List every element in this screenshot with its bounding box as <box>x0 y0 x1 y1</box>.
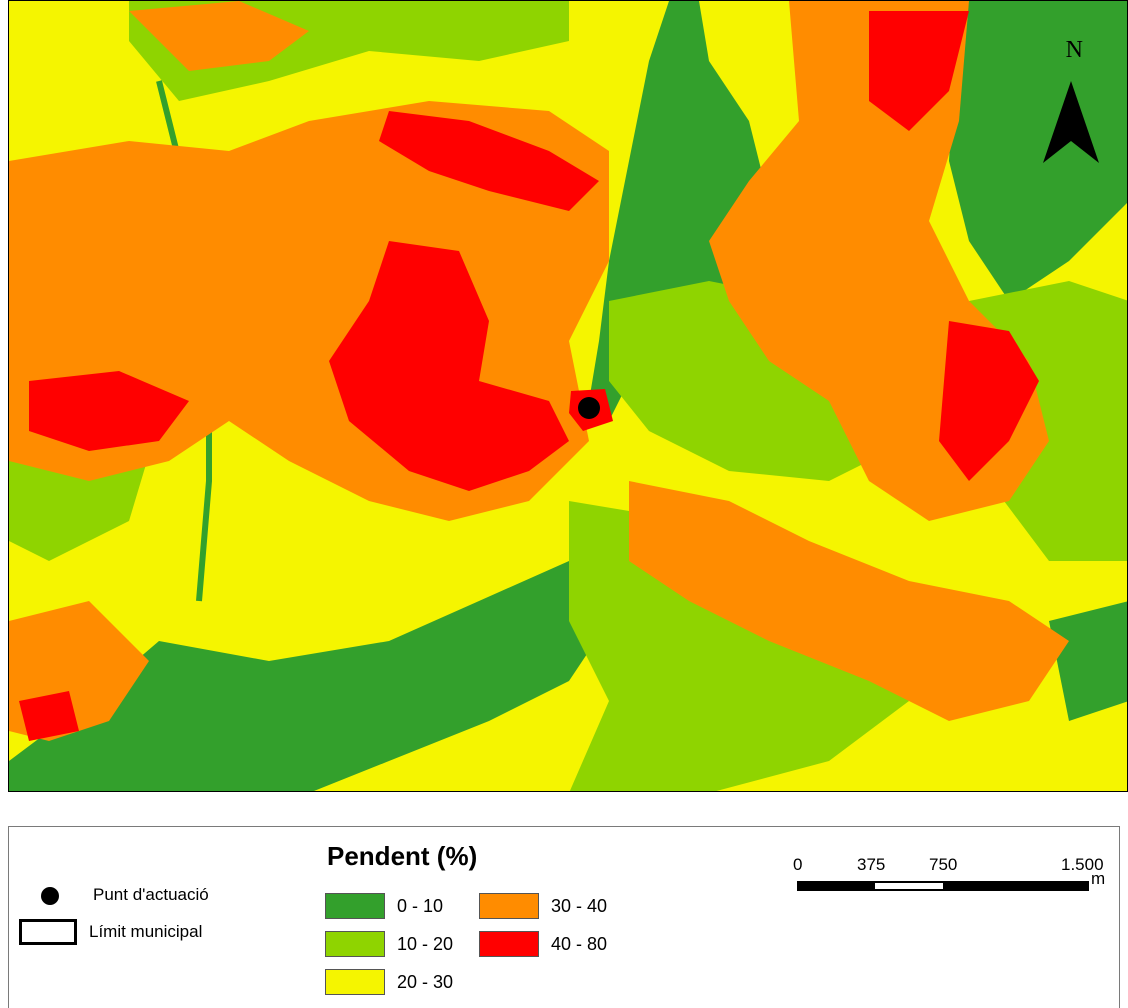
legend-swatch-10-20 <box>325 931 385 957</box>
valley-east-green <box>949 1 1127 301</box>
scale-bar: 0 375 750 1.500 m <box>793 855 1113 895</box>
scale-segment-2 <box>873 881 945 891</box>
legend-swatch-40-80 <box>479 931 539 957</box>
legend-swatch-20-30 <box>325 969 385 995</box>
red-sw-patch <box>19 691 79 741</box>
red-west-slope <box>29 371 189 451</box>
boundary-symbol-icon <box>19 919 77 945</box>
scale-tick-1500: 1.500 <box>1061 855 1104 874</box>
legend-panel: Punt d'actuació Límit municipal Pendent … <box>8 826 1120 1008</box>
red-east-slope <box>939 321 1039 481</box>
map-frame: N <box>8 0 1128 792</box>
legend-label-30-40: 30 - 40 <box>551 896 608 916</box>
orange-south-center <box>629 481 1069 721</box>
slope-raster-map <box>9 1 1127 791</box>
red-north-slope <box>379 111 599 211</box>
valley-se-green <box>1049 601 1127 721</box>
point-symbol-icon <box>41 887 59 905</box>
scale-unit: m <box>1091 869 1106 888</box>
valley-south-green <box>9 561 609 791</box>
red-ne-peak <box>869 11 969 131</box>
scale-segment-3 <box>945 881 1089 891</box>
legend-title: Pendent (%) <box>327 841 478 871</box>
legend-point-label: Punt d'actuació <box>93 885 209 904</box>
scale-tick-0: 0 <box>793 855 803 874</box>
north-label: N <box>1065 37 1083 63</box>
red-central-slope <box>329 241 569 491</box>
legend-label-20-30: 20 - 30 <box>397 972 454 992</box>
point-marker-icon[interactable] <box>578 397 600 419</box>
north-arrow-icon <box>1043 81 1099 163</box>
scale-tick-750: 750 <box>929 855 958 874</box>
orange-north-patch <box>129 1 309 71</box>
legend-label-0-10: 0 - 10 <box>397 896 444 916</box>
scale-tick-375: 375 <box>857 855 886 874</box>
legend-swatch-0-10 <box>325 893 385 919</box>
legend-label-10-20: 10 - 20 <box>397 934 454 954</box>
scale-segment-1 <box>797 881 873 891</box>
legend-label-40-80: 40 - 80 <box>551 934 608 954</box>
legend-swatch-30-40 <box>479 893 539 919</box>
legend-boundary-label: Límit municipal <box>89 922 203 941</box>
